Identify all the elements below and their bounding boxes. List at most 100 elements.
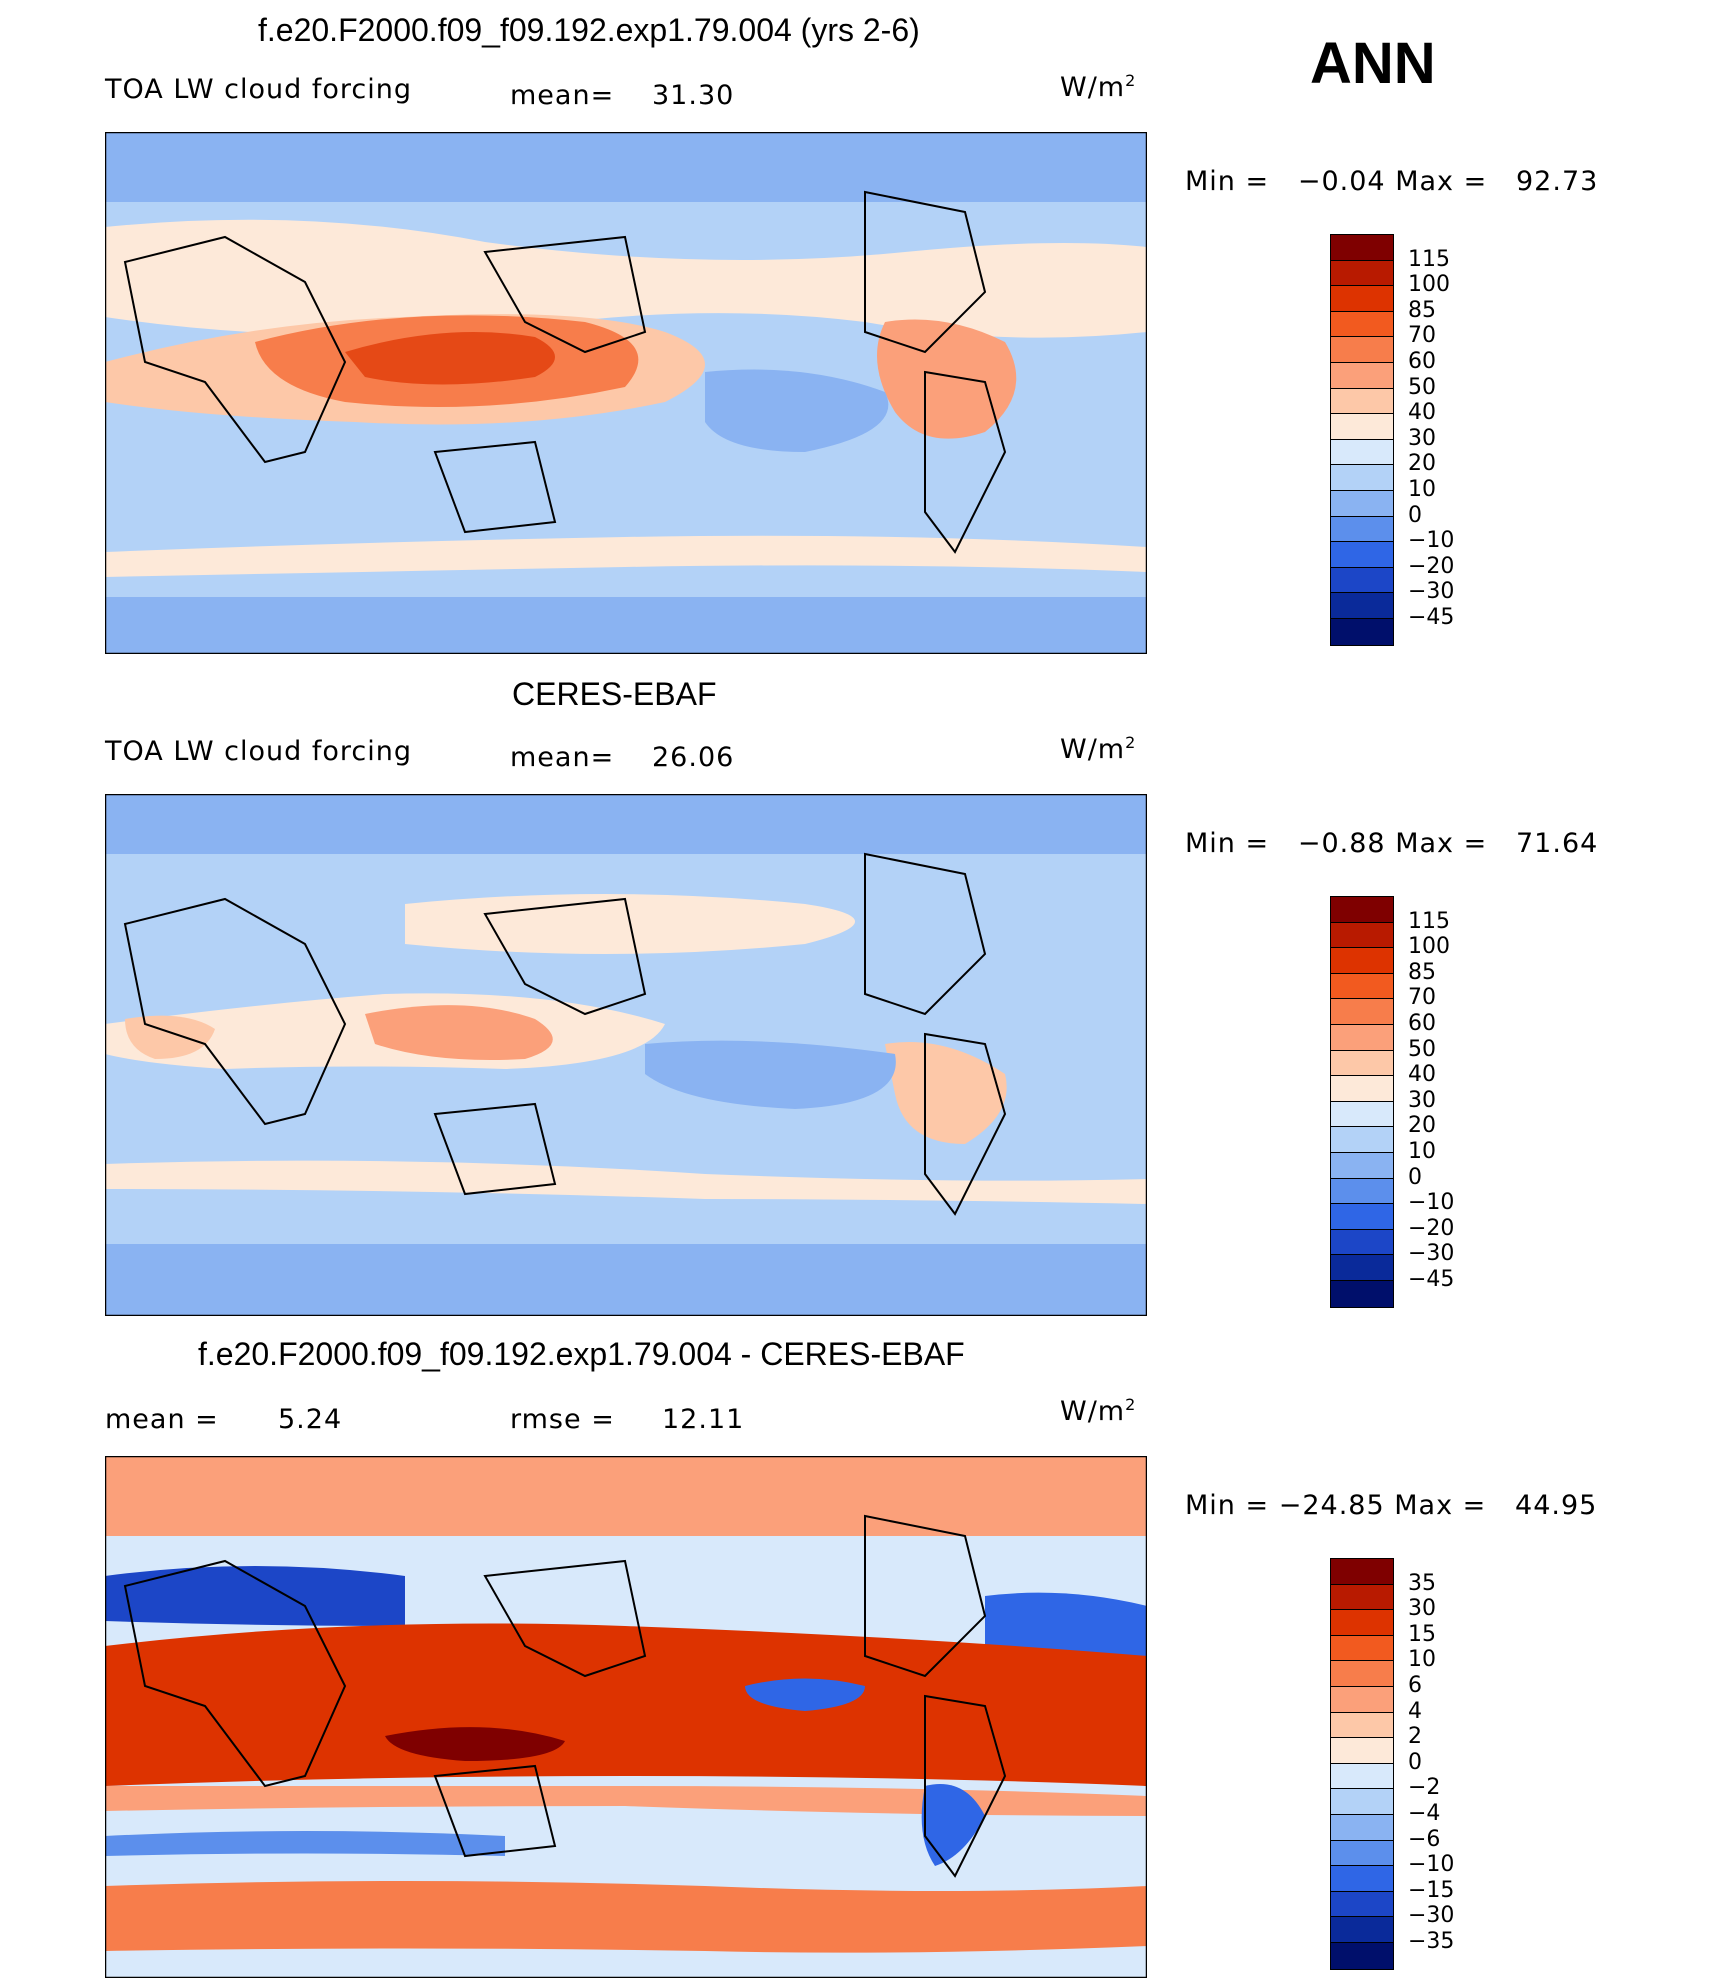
colorbar-swatch — [1331, 516, 1393, 543]
colorbar-swatch — [1331, 1204, 1393, 1230]
colorbar-swatch — [1331, 1866, 1393, 1892]
colorbar-tick-label: 30 — [1408, 1087, 1436, 1113]
panel1-minmax: Min = −0.04 Max = 92.73 — [1185, 166, 1599, 197]
colorbar-swatch — [1331, 1840, 1393, 1867]
colorbar-tick-label: −6 — [1408, 1826, 1441, 1852]
colorbar-tick-label: 60 — [1408, 1011, 1436, 1036]
colorbar-tick-label: 30 — [1408, 425, 1436, 451]
colorbar-tick-label: 0 — [1408, 502, 1422, 528]
colorbar-tick-label: −30 — [1408, 1903, 1455, 1929]
colorbar-tick-label: 85 — [1408, 297, 1436, 323]
colorbar-swatch — [1331, 1255, 1393, 1281]
colorbar-tick-label: 40 — [1408, 1062, 1436, 1088]
colorbar-tick-label: −45 — [1408, 1267, 1455, 1292]
colorbar-tick-label: 6 — [1408, 1673, 1422, 1698]
colorbar-tick-label: 50 — [1408, 374, 1436, 400]
colorbar-tick-label: 0 — [1408, 1164, 1422, 1190]
colorbar-tick-label: 115 — [1408, 908, 1450, 934]
colorbar-swatch — [1331, 260, 1393, 287]
colorbar-tick-label: 100 — [1408, 934, 1450, 960]
colorbar-tick-label: −10 — [1408, 1852, 1455, 1878]
panel3-mean-label: mean = — [105, 1404, 219, 1435]
colorbar-swatch — [1331, 542, 1393, 568]
colorbar-swatch — [1331, 1229, 1393, 1256]
panel3-units: W/m2 — [1060, 1395, 1137, 1427]
colorbar-tick-label: 4 — [1408, 1698, 1422, 1724]
colorbar-tick-label: 2 — [1408, 1724, 1422, 1750]
colorbar-swatch — [1331, 1076, 1393, 1102]
colorbar-tick-label: −35 — [1408, 1929, 1455, 1954]
panel3-map — [105, 1456, 1147, 1978]
colorbar-swatch — [1331, 567, 1393, 594]
colorbar-swatch — [1331, 1610, 1393, 1636]
panel2-variable: TOA LW cloud forcing — [105, 736, 412, 767]
panel3-colorbar — [1330, 1558, 1394, 1970]
colorbar-tick-label: −30 — [1408, 579, 1455, 605]
panel2-title: CERES-EBAF — [512, 676, 717, 712]
colorbar-swatch — [1331, 1178, 1393, 1205]
colorbar-swatch — [1331, 1712, 1393, 1739]
colorbar-tick-label: 35 — [1408, 1570, 1436, 1596]
colorbar-tick-label: −10 — [1408, 1190, 1455, 1216]
colorbar-tick-label: −20 — [1408, 553, 1455, 579]
colorbar-swatch — [1331, 1152, 1393, 1179]
panel2-map — [105, 794, 1147, 1316]
colorbar-swatch — [1331, 922, 1393, 949]
colorbar-swatch — [1331, 439, 1393, 466]
panel1-mean-value: 31.30 — [652, 80, 735, 111]
colorbar-swatch — [1331, 593, 1393, 619]
panel2-colorbar — [1330, 896, 1394, 1308]
panel2-minmax: Min = −0.88 Max = 71.64 — [1185, 828, 1599, 859]
colorbar-swatch — [1331, 337, 1393, 363]
colorbar-tick-label: 115 — [1408, 246, 1450, 272]
colorbar-swatch — [1331, 897, 1393, 923]
colorbar-swatch — [1331, 286, 1393, 312]
season-label: ANN — [1310, 31, 1436, 96]
colorbar-tick-label: 70 — [1408, 985, 1436, 1011]
colorbar-swatch — [1331, 1686, 1393, 1713]
panel3-rmse-label: rmse = — [510, 1404, 615, 1435]
colorbar-swatch — [1331, 1050, 1393, 1077]
colorbar-swatch — [1331, 973, 1393, 1000]
colorbar-tick-label: 70 — [1408, 323, 1436, 349]
panel2-mean-value: 26.06 — [652, 742, 735, 773]
colorbar-swatch — [1331, 388, 1393, 415]
colorbar-swatch — [1331, 1891, 1393, 1918]
colorbar-tick-label: 60 — [1408, 349, 1436, 374]
colorbar-swatch — [1331, 362, 1393, 389]
colorbar-tick-label: 15 — [1408, 1621, 1436, 1647]
colorbar-swatch — [1331, 1814, 1393, 1841]
colorbar-tick-label: 10 — [1408, 1139, 1436, 1164]
colorbar-swatch — [1331, 235, 1393, 261]
colorbar-swatch — [1331, 1789, 1393, 1815]
colorbar-swatch — [1331, 1635, 1393, 1662]
colorbar-swatch — [1331, 1559, 1393, 1585]
panel1-mean-label: mean= — [510, 80, 615, 111]
panel3-mean-value: 5.24 — [278, 1404, 343, 1435]
colorbar-tick-label: 50 — [1408, 1036, 1436, 1062]
colorbar-tick-label: −4 — [1408, 1801, 1441, 1826]
colorbar-tick-label: 20 — [1408, 451, 1436, 477]
colorbar-tick-label: 0 — [1408, 1749, 1422, 1775]
panel2-units: W/m2 — [1060, 733, 1137, 765]
colorbar-swatch — [1331, 1127, 1393, 1153]
colorbar-swatch — [1331, 465, 1393, 491]
panel1-variable: TOA LW cloud forcing — [105, 74, 412, 105]
colorbar-tick-label: −30 — [1408, 1241, 1455, 1267]
colorbar-tick-label: 20 — [1408, 1113, 1436, 1139]
panel3-title: f.e20.F2000.f09_f09.192.exp1.79.004 - CE… — [198, 1336, 965, 1372]
colorbar-tick-label: −45 — [1408, 605, 1455, 630]
colorbar-swatch — [1331, 490, 1393, 517]
colorbar-swatch — [1331, 1584, 1393, 1611]
panel1-title: f.e20.F2000.f09_f09.192.exp1.79.004 (yrs… — [258, 12, 920, 48]
colorbar-tick-label: −10 — [1408, 528, 1455, 554]
colorbar-tick-label: 100 — [1408, 272, 1450, 298]
colorbar-tick-label: −2 — [1408, 1775, 1441, 1801]
colorbar-swatch — [1331, 1763, 1393, 1790]
colorbar-tick-label: 30 — [1408, 1596, 1436, 1622]
panel1-units: W/m2 — [1060, 71, 1137, 103]
colorbar-tick-label: 40 — [1408, 400, 1436, 426]
colorbar-swatch — [1331, 1280, 1393, 1307]
colorbar-tick-label: −15 — [1408, 1877, 1455, 1903]
colorbar-swatch — [1331, 414, 1393, 440]
